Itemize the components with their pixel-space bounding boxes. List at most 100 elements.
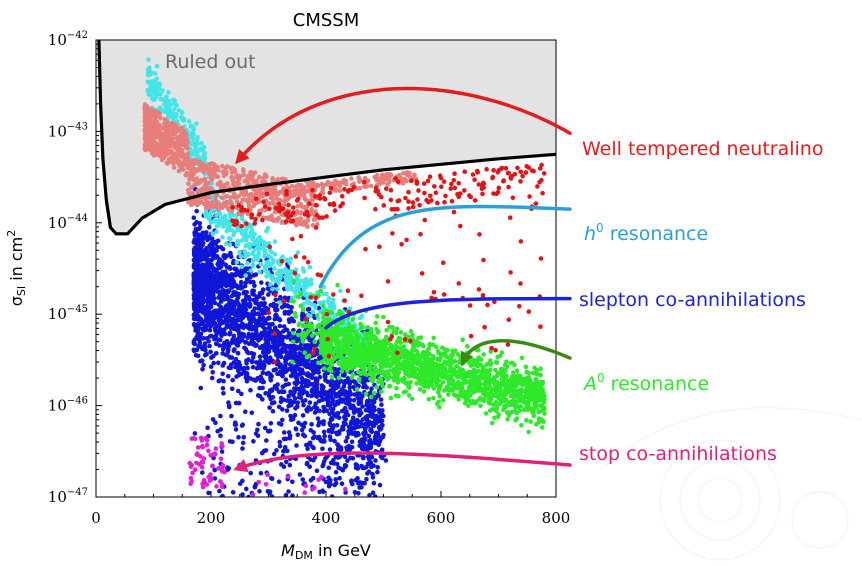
scatter-point-slepton [343,411,349,417]
scatter-point-slepton [360,422,365,428]
scatter-point-h0 [153,94,159,99]
background-decoration [599,407,862,561]
scatter-point-slepton [369,464,374,470]
scatter-point-A0 [510,360,515,366]
scatter-point-h0 [313,305,318,310]
scatter-point-slepton [197,275,203,281]
scatter-point-A0 [300,307,306,313]
scatter-point-slepton [230,490,236,495]
scatter-point-A0 [431,335,437,341]
scatter-point-slepton [241,370,247,375]
scatter-point-A0 [380,339,385,345]
scatter-point-slepton [261,347,267,352]
scatter-point-slepton [345,458,350,464]
scatter-point-slepton [307,440,313,446]
scatter-point-A0 [542,411,547,416]
scatter-point-A0 [452,359,458,364]
scatter-point-slepton [293,374,298,380]
scatter-point-slepton [277,443,283,449]
scatter-point-slepton [198,385,204,391]
scatter-point-slepton [342,464,348,470]
scatter-point-A0 [460,375,466,381]
scatter-point-slepton [258,358,263,364]
scatter-point-A0 [310,333,315,338]
scatter-point-A0 [498,366,504,372]
scatter-point-slepton [231,348,237,354]
scatter-point-slepton [240,446,245,451]
scatter-point-h0 [235,227,240,233]
scatter-point-A0 [336,311,341,317]
scatter-point-A0 [515,373,520,378]
scatter-point-A0 [347,341,352,347]
scatter-point-slepton [240,309,245,315]
scatter-point-slepton [361,438,367,444]
scatter-point-A0 [483,411,489,416]
scatter-point-slepton [312,410,318,415]
scatter-point-slepton [277,323,283,329]
scatter-point-A0 [384,361,389,367]
scatter-point-slepton [236,400,242,406]
scatter-point-slepton [264,438,269,443]
scatter-point-A0 [391,346,396,352]
scatter-point-h0 [268,282,273,287]
scatter-point-slepton [315,393,320,399]
scatter-point-A0 [398,330,404,335]
scatter-point-slepton [225,373,231,379]
scatter-point-slepton [206,490,211,496]
scatter-point-A0 [379,389,384,394]
scatter-point-h0 [223,217,229,223]
scatter-point-slepton [369,454,375,460]
scatter-point-h0 [201,153,206,158]
scatter-point-slepton [280,384,286,390]
scatter-point-A0 [353,362,358,368]
scatter-point-slepton [261,448,267,454]
scatter-point-slepton [274,303,279,308]
scatter-point-slepton [380,423,385,428]
scatter-point-h0 [228,236,233,242]
scatter-point-slepton [286,381,292,387]
scatter-point-slepton [257,354,263,360]
scatter-point-A0 [526,429,531,435]
scatter-point-slepton [356,409,361,414]
scatter-point-slepton [315,435,321,441]
scatter-point-slepton [309,375,315,381]
scatter-point-A0 [319,326,324,332]
scatter-point-A0 [380,345,386,350]
scatter-point-A0 [421,383,427,389]
scatter-point-A0 [442,346,447,352]
scatter-point-A0 [295,294,301,300]
scatter-point-A0 [363,359,368,365]
scatter-point-h0 [186,119,192,124]
scatter-point-A0 [531,413,537,419]
scatter-point-slepton [201,336,206,341]
scatter-point-slepton [243,280,249,285]
scatter-point-slepton [288,402,294,408]
scatter-point-slepton [193,311,199,317]
scatter-point-slepton [319,393,325,399]
scatter-point-h0 [199,141,204,146]
scatter-point-slepton [308,428,314,433]
scatter-point-slepton [293,426,299,431]
scatter-point-slepton [201,362,206,368]
scatter-point-A0 [394,385,399,391]
scatter-point-A0 [349,366,354,371]
scatter-point-slepton [232,338,237,344]
scatter-point-slepton [266,349,272,354]
scatter-point-slepton [197,271,202,276]
scatter-point-slepton [277,342,283,347]
scatter-point-A0 [417,355,423,360]
scatter-point-slepton [214,247,219,253]
scatter-point-slepton [277,317,283,323]
scatter-point-A0 [434,379,440,385]
scatter-point-A0 [369,350,374,355]
scatter-point-slepton [377,438,382,444]
scatter-point-slepton [267,322,272,327]
scatter-point-slepton [217,488,222,494]
scatter-point-slepton [273,352,279,357]
scatter-point-A0 [503,375,508,381]
scatter-point-slepton [228,362,234,368]
scatter-point-A0 [400,361,406,366]
scatter-point-slepton [298,395,304,400]
scatter-point-A0 [523,405,529,410]
